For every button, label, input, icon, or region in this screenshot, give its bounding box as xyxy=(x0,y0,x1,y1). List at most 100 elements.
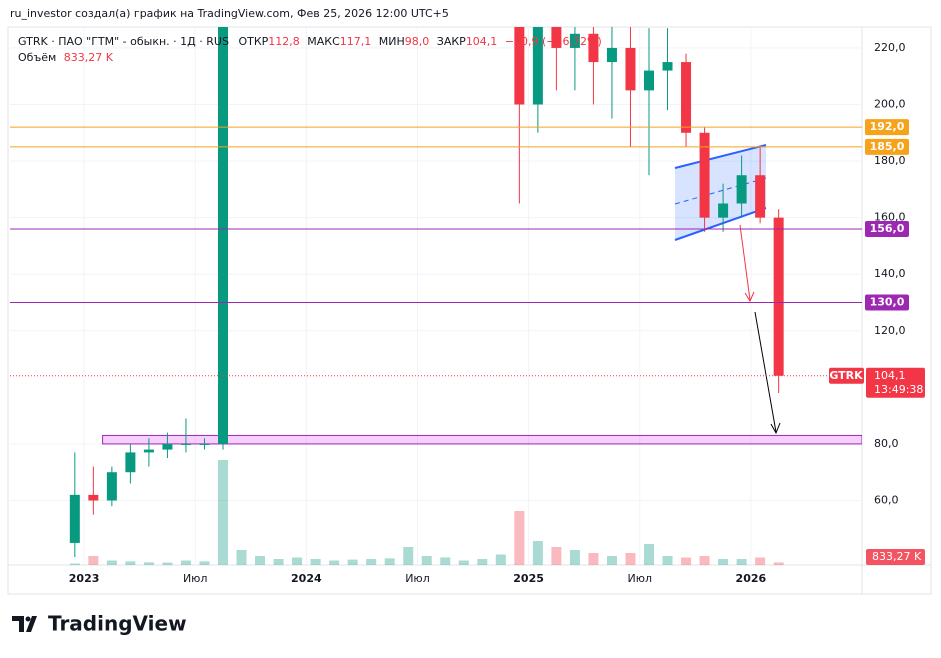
volume-bar xyxy=(773,562,784,565)
x-tick-label: Июл xyxy=(183,572,208,585)
logo-icon xyxy=(12,616,37,632)
y-tick-label: 60,0 xyxy=(874,494,899,507)
open: 112,8 xyxy=(268,35,300,48)
candle-body xyxy=(681,62,692,133)
level-label: 192,0 xyxy=(870,120,905,133)
volume-bar xyxy=(366,559,377,565)
price-label: 104,1 xyxy=(874,369,906,382)
volume-bar xyxy=(736,559,747,565)
candle-body xyxy=(606,47,617,63)
volume-bar xyxy=(125,561,136,565)
volume-bar xyxy=(236,550,247,565)
volume-bar xyxy=(180,560,191,565)
volume-bar xyxy=(88,556,99,565)
volume-bar xyxy=(458,560,469,565)
y-tick-label: 120,0 xyxy=(874,324,906,337)
volume-tag-label: 833,27 K xyxy=(872,550,922,563)
volume-bar xyxy=(514,511,525,565)
volume-bar xyxy=(681,557,692,565)
volume-bar xyxy=(347,559,358,565)
zone xyxy=(102,434,862,445)
change: −20,9 (−16,72%) xyxy=(505,35,602,48)
x-tick-label: Июл xyxy=(405,572,430,585)
channel-top xyxy=(674,144,767,169)
volume-bar xyxy=(162,562,173,565)
level-label: 156,0 xyxy=(870,222,905,235)
volume-bar xyxy=(440,557,451,565)
price-tag xyxy=(866,367,925,398)
volume-bar xyxy=(569,550,580,565)
candle-body xyxy=(736,175,747,204)
volume-bar xyxy=(106,560,117,565)
grid xyxy=(10,27,862,565)
volume-bar xyxy=(532,541,543,565)
y-tick-label: 180,0 xyxy=(874,154,906,167)
volume-bar xyxy=(255,556,266,565)
logo-text: TradingView xyxy=(48,612,187,636)
candle-body xyxy=(718,203,729,218)
candle-body xyxy=(644,70,654,91)
volume-bar xyxy=(755,557,766,565)
volume-bar xyxy=(292,557,303,565)
arrow-red-head xyxy=(744,291,755,303)
close: 104,1 xyxy=(466,35,498,48)
y-tick-label: 160,0 xyxy=(874,211,906,224)
volume-label: Объём xyxy=(18,51,56,64)
plot xyxy=(10,27,862,565)
high-label: МАКС xyxy=(307,35,340,48)
frame xyxy=(7,26,932,595)
volume-bar xyxy=(273,559,284,565)
volume-bar xyxy=(384,558,395,565)
x-tick-label: Июл xyxy=(627,572,652,585)
y-tick-label: 140,0 xyxy=(874,267,906,280)
logo: TradingView xyxy=(12,612,187,636)
candle-body xyxy=(569,33,580,48)
volume-bar xyxy=(477,559,488,565)
legend-line: GTRK · ПАО "ГТМ" - обыкн. · 1Д · RUS ОТК… xyxy=(18,35,602,48)
y-tick-label: 200,0 xyxy=(874,98,906,111)
candle-body xyxy=(514,27,525,105)
volume-legend: Объём 833,27 K xyxy=(18,51,114,64)
level-tag xyxy=(865,220,909,237)
candle-body xyxy=(662,62,673,71)
candle-body xyxy=(180,443,191,445)
countdown: 13:49:38 xyxy=(874,383,923,396)
close-label: ЗАКР xyxy=(437,35,466,48)
level-tag xyxy=(865,119,909,136)
candle-body xyxy=(69,494,80,543)
volume-bar xyxy=(662,556,673,565)
volume-bar xyxy=(625,553,636,565)
candle-body xyxy=(551,27,562,48)
volume-bar xyxy=(310,559,321,565)
volume-bar xyxy=(588,553,599,565)
candle-body xyxy=(773,217,784,376)
arrow-black xyxy=(754,311,777,433)
channel-fill xyxy=(675,145,766,240)
axes: 60,0 80,0 120,0 140,0 160,0 180,0 200,0 220,0 20… xyxy=(69,41,925,585)
candle-body xyxy=(699,132,710,218)
volume-bar xyxy=(718,559,729,565)
candle-body xyxy=(625,47,636,91)
volume-bar xyxy=(199,561,210,565)
symbol-label: GTRK xyxy=(829,369,863,382)
y-tick-label: 80,0 xyxy=(874,437,899,450)
level-tag xyxy=(865,294,909,311)
candle-body xyxy=(532,27,543,105)
low: 98,0 xyxy=(405,35,430,48)
candle-body xyxy=(218,27,228,444)
candle-body xyxy=(143,449,154,453)
volume-bar xyxy=(421,556,432,565)
candle-body xyxy=(162,443,173,450)
candle-body xyxy=(88,494,99,501)
volume-bar xyxy=(143,562,154,565)
volume-bar xyxy=(644,544,654,565)
x-tick-label: 2026 xyxy=(736,572,767,585)
volume-bar xyxy=(606,556,617,565)
y-tick-label: 220,0 xyxy=(874,41,906,54)
candle-body xyxy=(755,175,766,218)
candle-body xyxy=(125,452,136,473)
arrow-red xyxy=(739,224,751,301)
candle-body xyxy=(199,443,210,445)
symbol-tag xyxy=(829,367,864,384)
